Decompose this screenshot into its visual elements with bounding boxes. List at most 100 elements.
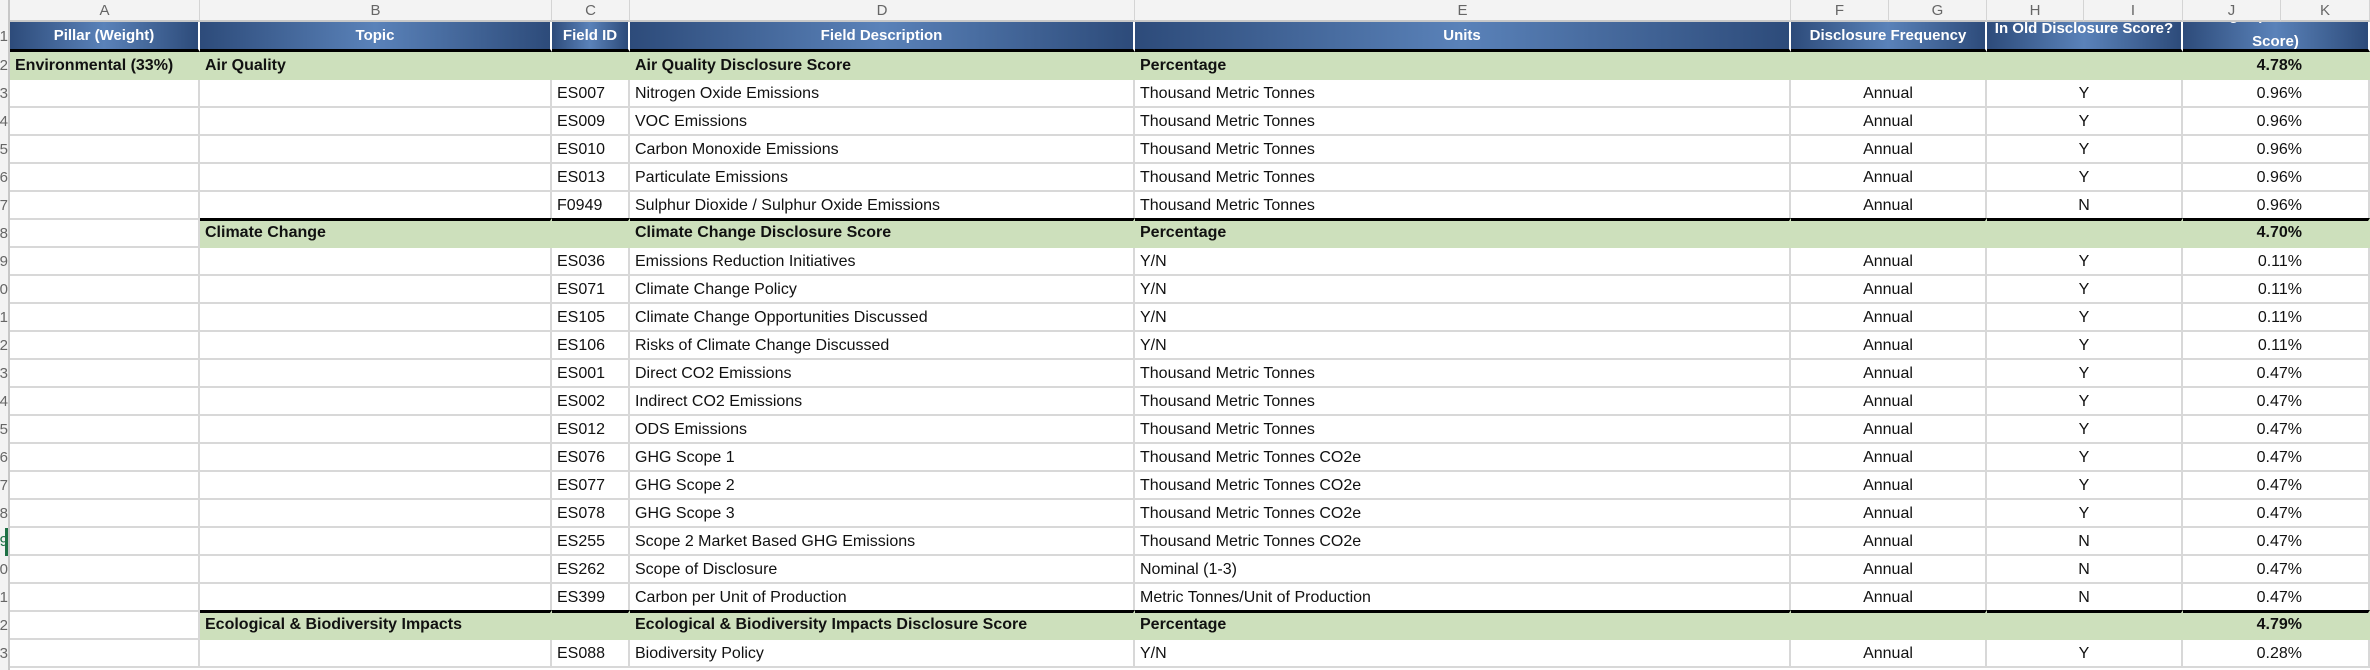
cell-old[interactable]: Y: [1987, 136, 2183, 164]
cell-topic[interactable]: [200, 640, 552, 668]
cell-topic[interactable]: [200, 332, 552, 360]
cell-topic[interactable]: [200, 136, 552, 164]
cell-id[interactable]: [552, 610, 630, 640]
cell-freq[interactable]: Annual: [1791, 388, 1987, 416]
cell-weight[interactable]: 0.11%: [2183, 248, 2370, 276]
header-units[interactable]: Units: [1135, 22, 1791, 52]
row-number[interactable]: 21: [0, 589, 8, 606]
cell-weight[interactable]: 0.11%: [2183, 332, 2370, 360]
row-number[interactable]: 5: [0, 141, 8, 158]
cell-weight[interactable]: 0.47%: [2183, 444, 2370, 472]
cell-old[interactable]: [1987, 218, 2183, 248]
row-number[interactable]: 14: [0, 393, 8, 410]
cell-units[interactable]: Thousand Metric Tonnes: [1135, 416, 1791, 444]
cell-id[interactable]: ES106: [552, 332, 630, 360]
column-header-d[interactable]: D: [630, 0, 1135, 22]
cell-old[interactable]: Y: [1987, 304, 2183, 332]
cell-topic[interactable]: [200, 108, 552, 136]
cell-desc[interactable]: Climate Change Opportunities Discussed: [630, 304, 1135, 332]
cell-desc[interactable]: Climate Change Disclosure Score: [630, 218, 1135, 248]
cell-freq[interactable]: Annual: [1791, 500, 1987, 528]
cell-old[interactable]: [1987, 610, 2183, 640]
cell-weight[interactable]: 0.11%: [2183, 304, 2370, 332]
cell-pillar[interactable]: [10, 304, 200, 332]
cell-old[interactable]: [1987, 52, 2183, 80]
cell-id[interactable]: ES009: [552, 108, 630, 136]
row-number[interactable]: 10: [0, 281, 8, 298]
cell-pillar[interactable]: [10, 640, 200, 668]
cell-units[interactable]: Thousand Metric Tonnes: [1135, 192, 1791, 220]
cell-desc[interactable]: Indirect CO2 Emissions: [630, 388, 1135, 416]
cell-id[interactable]: ES007: [552, 80, 630, 108]
cell-freq[interactable]: Annual: [1791, 192, 1987, 220]
cell-topic[interactable]: [200, 416, 552, 444]
cell-old[interactable]: N: [1987, 556, 2183, 584]
cell-weight[interactable]: 0.47%: [2183, 388, 2370, 416]
cell-freq[interactable]: Annual: [1791, 164, 1987, 192]
cell-desc[interactable]: GHG Scope 3: [630, 500, 1135, 528]
cell-id[interactable]: ES088: [552, 640, 630, 668]
cell-desc[interactable]: Scope of Disclosure: [630, 556, 1135, 584]
cell-pillar[interactable]: [10, 164, 200, 192]
row-number[interactable]: 9: [0, 253, 8, 270]
row-number[interactable]: 19: [0, 533, 8, 550]
cell-topic[interactable]: Climate Change: [200, 218, 552, 248]
cell-pillar[interactable]: [10, 500, 200, 528]
cell-pillar[interactable]: [10, 360, 200, 388]
cell-id[interactable]: ES012: [552, 416, 630, 444]
column-header-h[interactable]: H: [1987, 0, 2084, 22]
cell-pillar[interactable]: [10, 416, 200, 444]
cell-pillar[interactable]: [10, 220, 200, 248]
cell-desc[interactable]: Direct CO2 Emissions: [630, 360, 1135, 388]
cell-id[interactable]: ES105: [552, 304, 630, 332]
cell-topic[interactable]: [200, 248, 552, 276]
row-number[interactable]: 13: [0, 365, 8, 382]
cell-pillar[interactable]: Environmental (33%): [10, 52, 200, 80]
cell-freq[interactable]: Annual: [1791, 416, 1987, 444]
cell-id[interactable]: ES013: [552, 164, 630, 192]
cell-id[interactable]: ES002: [552, 388, 630, 416]
cell-old[interactable]: Y: [1987, 80, 2183, 108]
cell-topic[interactable]: [200, 528, 552, 556]
row-number[interactable]: 11: [0, 309, 8, 326]
cell-units[interactable]: Percentage: [1135, 52, 1791, 80]
cell-topic[interactable]: [200, 276, 552, 304]
cell-freq[interactable]: Annual: [1791, 444, 1987, 472]
cell-units[interactable]: Thousand Metric Tonnes CO2e: [1135, 472, 1791, 500]
cell-units[interactable]: Y/N: [1135, 304, 1791, 332]
cell-units[interactable]: Thousand Metric Tonnes: [1135, 164, 1791, 192]
cell-weight[interactable]: 0.96%: [2183, 136, 2370, 164]
cell-pillar[interactable]: [10, 108, 200, 136]
column-header-b[interactable]: B: [200, 0, 552, 22]
cell-units[interactable]: Nominal (1-3): [1135, 556, 1791, 584]
cell-desc[interactable]: Carbon Monoxide Emissions: [630, 136, 1135, 164]
row-number[interactable]: 1: [0, 28, 8, 45]
cell-desc[interactable]: Carbon per Unit of Production: [630, 584, 1135, 612]
column-header-e[interactable]: E: [1135, 0, 1791, 22]
cell-old[interactable]: N: [1987, 584, 2183, 612]
cell-freq[interactable]: Annual: [1791, 640, 1987, 668]
cell-topic[interactable]: [200, 444, 552, 472]
column-header-f[interactable]: F: [1791, 0, 1889, 22]
header-old-score[interactable]: In Old Disclosure Score?: [1987, 22, 2183, 52]
cell-units[interactable]: Thousand Metric Tonnes: [1135, 388, 1791, 416]
cell-units[interactable]: Thousand Metric Tonnes CO2e: [1135, 528, 1791, 556]
cell-freq[interactable]: Annual: [1791, 584, 1987, 612]
cell-old[interactable]: Y: [1987, 164, 2183, 192]
cell-id[interactable]: ES036: [552, 248, 630, 276]
row-number[interactable]: 2: [0, 57, 8, 74]
column-header-j[interactable]: J: [2183, 0, 2281, 22]
cell-desc[interactable]: Risks of Climate Change Discussed: [630, 332, 1135, 360]
cell-pillar[interactable]: [10, 584, 200, 612]
cell-desc[interactable]: ODS Emissions: [630, 416, 1135, 444]
cell-units[interactable]: Y/N: [1135, 332, 1791, 360]
cell-desc[interactable]: Ecological & Biodiversity Impacts Disclo…: [630, 610, 1135, 640]
cell-topic[interactable]: [200, 584, 552, 612]
cell-weight[interactable]: 0.47%: [2183, 528, 2370, 556]
cell-weight[interactable]: 0.47%: [2183, 472, 2370, 500]
cell-id[interactable]: ES010: [552, 136, 630, 164]
header-field-description[interactable]: Field Description: [630, 22, 1135, 52]
cell-topic[interactable]: [200, 472, 552, 500]
cell-desc[interactable]: GHG Scope 1: [630, 444, 1135, 472]
cell-pillar[interactable]: [10, 332, 200, 360]
